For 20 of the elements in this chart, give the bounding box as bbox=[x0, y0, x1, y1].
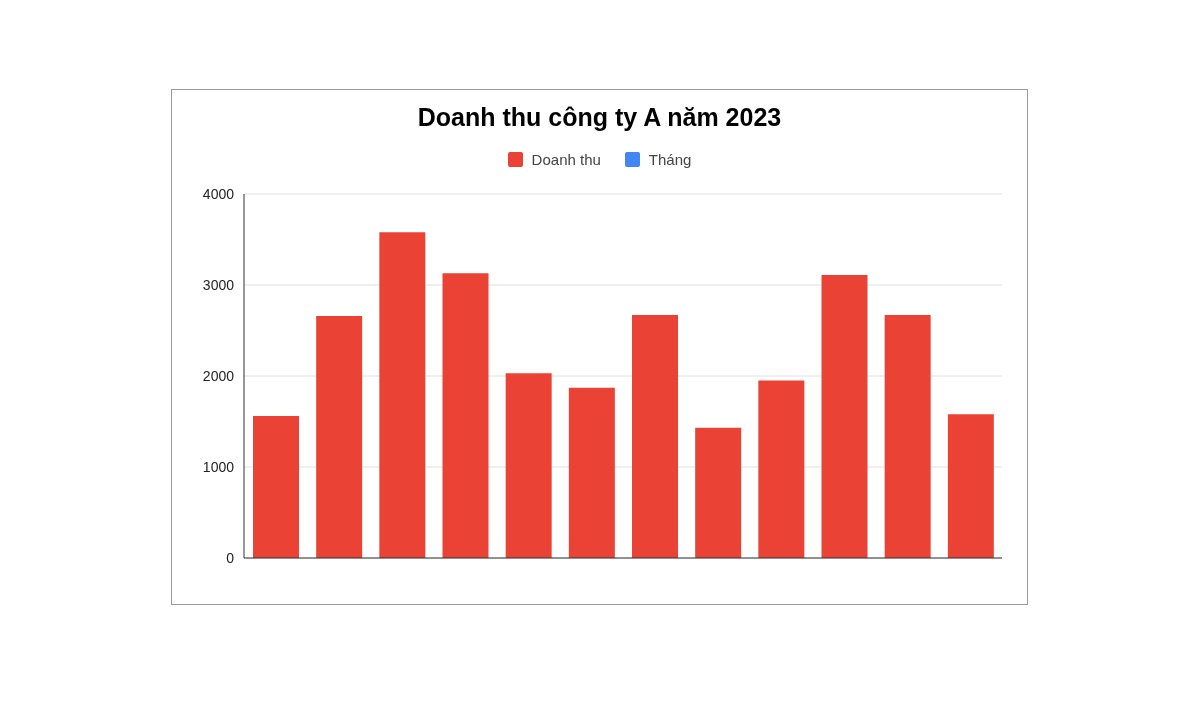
bar bbox=[884, 315, 931, 558]
bar bbox=[505, 373, 552, 558]
bar bbox=[442, 273, 489, 558]
bar bbox=[316, 315, 363, 558]
y-tick-label: 1000 bbox=[202, 458, 235, 475]
bar bbox=[758, 380, 805, 558]
y-tick-label: 4000 bbox=[202, 185, 235, 202]
y-tick-label: 0 bbox=[226, 549, 235, 566]
legend-label: Doanh thu bbox=[531, 150, 601, 168]
bar bbox=[253, 416, 299, 558]
y-tick-label: 3000 bbox=[202, 276, 235, 293]
bar bbox=[568, 387, 615, 558]
chart-title: Doanh thu công ty A năm 2023 bbox=[416, 102, 783, 132]
bar bbox=[379, 232, 426, 558]
y-tick-label: 2000 bbox=[202, 367, 235, 384]
bar bbox=[947, 414, 994, 558]
bar bbox=[632, 315, 678, 558]
bar bbox=[821, 274, 868, 558]
bar bbox=[695, 427, 742, 558]
legend-label: Tháng bbox=[648, 150, 692, 168]
